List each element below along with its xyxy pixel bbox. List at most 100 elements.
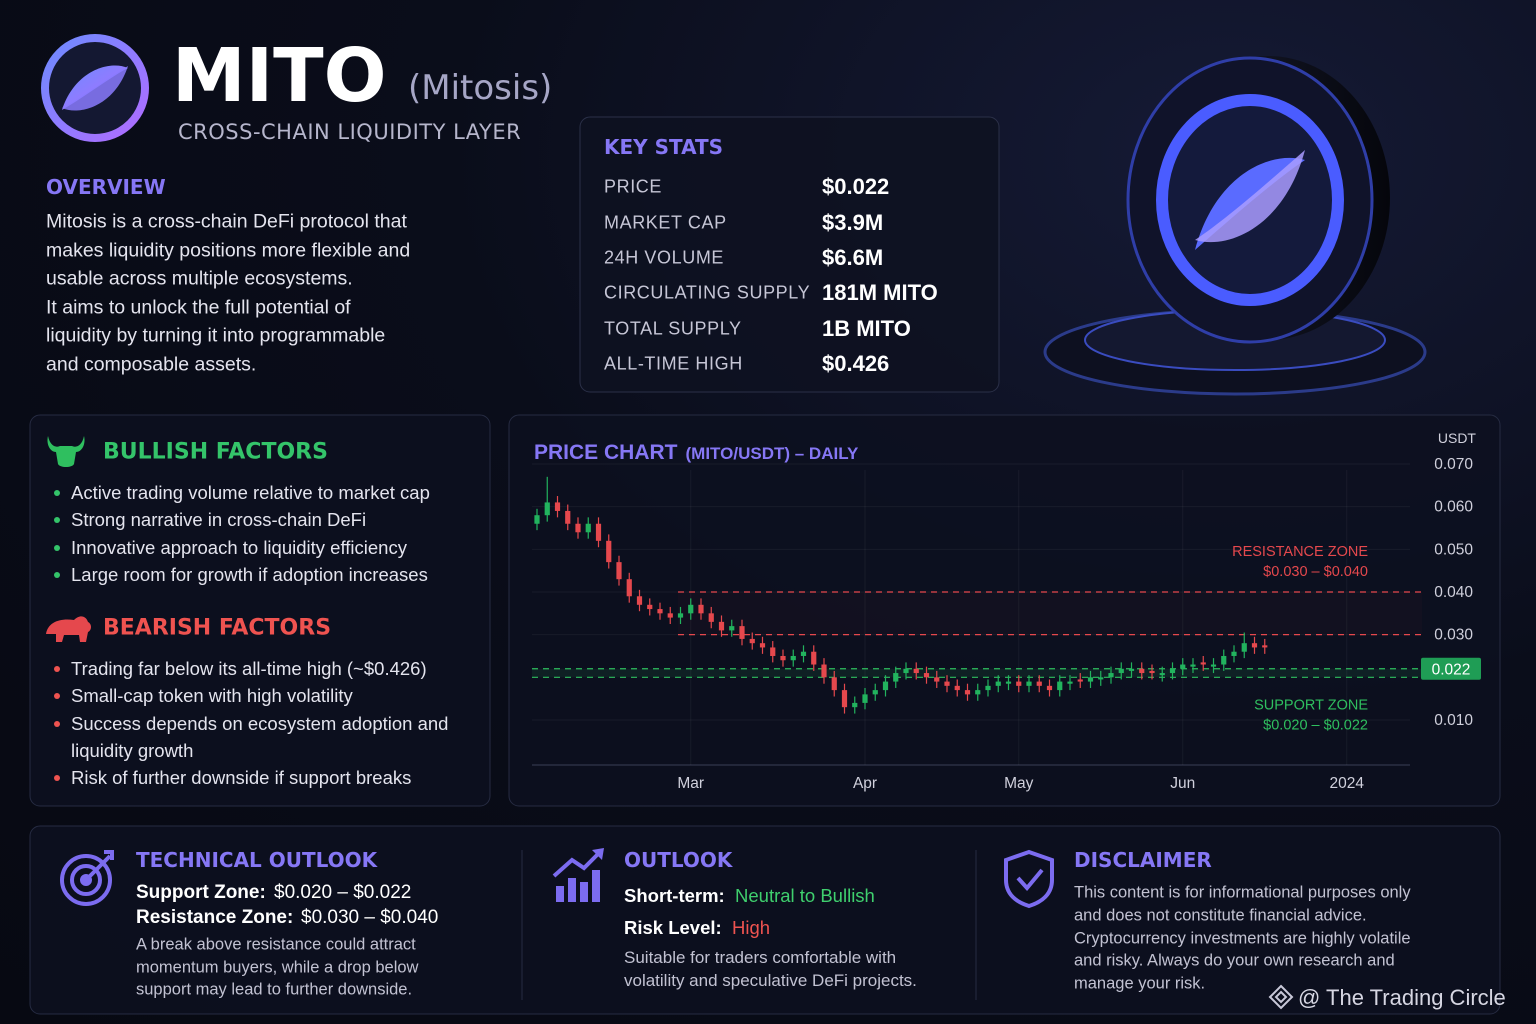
y-tick-label: 0.060 bbox=[1434, 499, 1473, 516]
candle-body bbox=[554, 502, 561, 511]
note-line: support may lead to further downside. bbox=[136, 980, 413, 999]
overview-line: makes liquidity positions more flexible … bbox=[46, 239, 411, 261]
candle-body bbox=[882, 681, 889, 691]
zone-band bbox=[678, 592, 1422, 635]
target-icon bbox=[60, 850, 114, 906]
current-price-label: 0.022 bbox=[1432, 661, 1471, 678]
factor-item: Risk of further downside if support brea… bbox=[54, 764, 466, 791]
factor-item: Success depends on ecosystem adoption an… bbox=[54, 710, 466, 765]
stat-value: 1B MITO bbox=[822, 316, 911, 341]
stat-label: ALL-TIME HIGH bbox=[604, 353, 743, 374]
row-value: Neutral to Bullish bbox=[735, 885, 875, 906]
section-heading: DISCLAIMER bbox=[1074, 848, 1212, 872]
candle-body bbox=[1262, 645, 1268, 648]
zone-range: $0.020 – $0.022 bbox=[1263, 717, 1368, 733]
stat-label: PRICE bbox=[604, 176, 663, 197]
note-line: Cryptocurrency investments are highly vo… bbox=[1074, 929, 1411, 947]
candle-body bbox=[739, 626, 745, 639]
overview-line: It aims to unlock the full potential of bbox=[46, 296, 351, 318]
y-tick-label: 0.070 bbox=[1434, 456, 1473, 473]
note-line: A break above resistance could attract bbox=[136, 935, 416, 954]
candle-body bbox=[954, 685, 960, 691]
candle-body bbox=[1180, 664, 1186, 669]
x-tick-label: Jun bbox=[1170, 775, 1195, 792]
candle-body bbox=[1139, 668, 1145, 674]
overview-line: liquidity by turning it into programmabl… bbox=[46, 324, 386, 347]
x-tick-label: Mar bbox=[677, 775, 704, 792]
candle-body bbox=[1169, 668, 1176, 674]
candle-body bbox=[790, 655, 796, 661]
note-line: Suitable for traders comfortable with bbox=[624, 948, 897, 967]
watermark-icon bbox=[1268, 984, 1294, 1010]
stat-value: $0.022 bbox=[822, 174, 890, 199]
chart-title: PRICE CHART bbox=[534, 441, 678, 464]
key-stats-heading: KEY STATS bbox=[604, 135, 724, 159]
stat-label: TOTAL SUPPLY bbox=[604, 318, 742, 339]
note-line: manage your risk. bbox=[1074, 974, 1206, 993]
stat-label: 24H VOLUME bbox=[604, 247, 725, 268]
candle-body bbox=[1210, 664, 1217, 667]
overview-line: usable across multiple ecosystems. bbox=[46, 267, 353, 290]
candle-body bbox=[585, 523, 591, 533]
factor-item: Innovative approach to liquidity efficie… bbox=[54, 534, 466, 561]
factors-heading: BULLISH FACTORS bbox=[103, 439, 328, 465]
candle-body bbox=[1231, 651, 1237, 656]
candle-body bbox=[575, 523, 581, 533]
shield-icon bbox=[1004, 849, 1054, 909]
stat-label: CIRCULATING SUPPLY bbox=[604, 282, 811, 303]
row-value: $0.020 – $0.022 bbox=[274, 882, 412, 903]
candle-body bbox=[1005, 681, 1012, 684]
stat-value: $6.6M bbox=[822, 245, 884, 270]
row-label: Short-term: bbox=[624, 885, 725, 906]
candle-body bbox=[1221, 655, 1227, 665]
candle-body bbox=[1241, 643, 1247, 652]
candle-body bbox=[1128, 668, 1135, 671]
candle-body bbox=[811, 651, 817, 665]
candle-body bbox=[1026, 681, 1032, 686]
candle-body bbox=[595, 523, 602, 541]
section-heading: OUTLOOK bbox=[624, 848, 733, 872]
coin-illustration bbox=[1043, 56, 1427, 396]
candle-body bbox=[657, 609, 663, 614]
candle-body bbox=[1057, 681, 1063, 691]
candle-body bbox=[698, 604, 704, 614]
candle-body bbox=[647, 604, 653, 610]
candle-body bbox=[934, 677, 940, 682]
section-heading: TECHNICAL OUTLOOK bbox=[136, 848, 378, 872]
candle-body bbox=[923, 673, 930, 678]
candle-body bbox=[636, 596, 643, 605]
note-line: and risky. Always do your own research a… bbox=[1074, 951, 1395, 970]
chart-subtitle: (MITO/USDT) – DAILY bbox=[686, 444, 860, 463]
candle-body bbox=[903, 668, 909, 674]
y-tick-label: 0.040 bbox=[1434, 584, 1473, 601]
title: MITO bbox=[172, 33, 387, 119]
factors-heading: BEARISH FACTORS bbox=[103, 615, 332, 641]
bottom-panel bbox=[29, 825, 1501, 1015]
candle-body bbox=[688, 604, 694, 614]
row-value: High bbox=[732, 917, 771, 938]
candle-body bbox=[1067, 681, 1073, 684]
stat-label: MARKET CAP bbox=[604, 212, 727, 233]
candle-body bbox=[1251, 643, 1258, 648]
candle-body bbox=[995, 681, 1001, 686]
candle-body bbox=[1036, 681, 1042, 686]
candle-body bbox=[1077, 679, 1083, 682]
candle-body bbox=[1118, 668, 1124, 674]
candle-body bbox=[1046, 685, 1053, 691]
candle-body bbox=[975, 690, 981, 695]
candle-body bbox=[1108, 673, 1114, 678]
candle-body bbox=[759, 643, 766, 648]
candle-body bbox=[729, 626, 735, 631]
x-tick-label: May bbox=[1004, 775, 1034, 792]
candle-body bbox=[616, 562, 622, 580]
zone-name: RESISTANCE ZONE bbox=[1232, 544, 1368, 560]
row-label: Resistance Zone: bbox=[136, 907, 294, 928]
growth-icon bbox=[552, 848, 604, 902]
stat-value: 181M MITO bbox=[822, 280, 938, 305]
stat-value: $0.426 bbox=[822, 351, 890, 376]
factor-list: Active trading volume relative to market… bbox=[54, 479, 466, 588]
candle-body bbox=[770, 647, 776, 656]
candle-body bbox=[862, 694, 868, 703]
